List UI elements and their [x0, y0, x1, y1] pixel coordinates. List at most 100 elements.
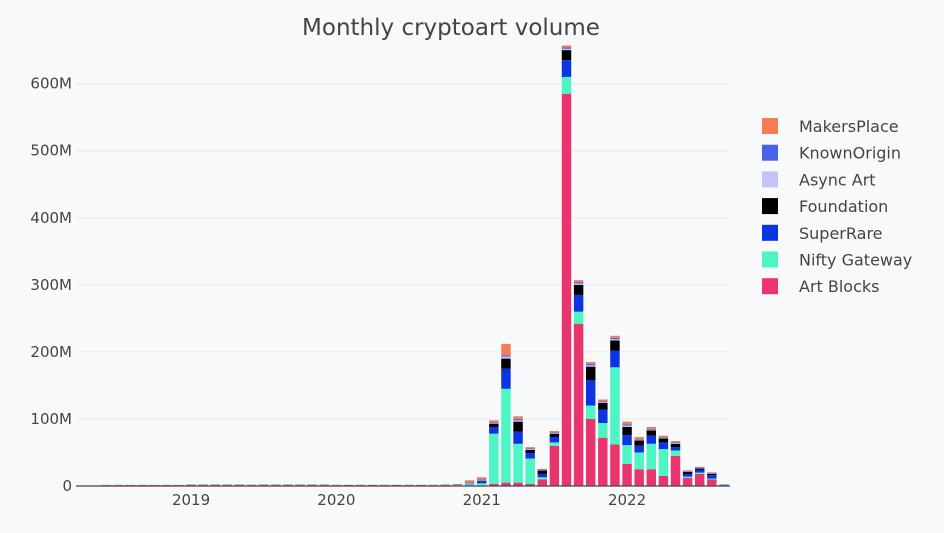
bar-segment[interactable] — [392, 484, 402, 486]
bar-segment[interactable] — [271, 484, 281, 485]
bar-segment[interactable] — [573, 280, 584, 283]
bar-segment[interactable] — [537, 469, 548, 471]
bar-segment[interactable] — [464, 482, 475, 483]
bar-segment[interactable] — [319, 484, 330, 485]
bar-segment[interactable] — [222, 484, 233, 485]
bar-segment[interactable] — [610, 339, 620, 341]
bar-segment[interactable] — [549, 442, 560, 446]
legend-item[interactable]: Async Art — [762, 170, 876, 189]
bar-segment[interactable] — [501, 482, 511, 486]
bar-segment[interactable] — [440, 485, 451, 486]
bar-segment[interactable] — [561, 93, 572, 487]
bar-segment[interactable] — [646, 426, 657, 429]
bar-segment[interactable] — [694, 466, 705, 468]
bar-segment[interactable] — [513, 431, 523, 444]
bar-segment[interactable] — [416, 484, 426, 486]
series-nifty-gateway[interactable] — [464, 76, 717, 486]
bar-segment[interactable] — [658, 442, 669, 450]
bar-segment[interactable] — [707, 479, 717, 486]
bar-segment[interactable] — [476, 483, 487, 486]
bar-segment[interactable] — [585, 418, 596, 486]
bar-segment[interactable] — [585, 363, 596, 366]
bar-segment[interactable] — [622, 424, 632, 426]
bar-segment[interactable] — [610, 337, 620, 340]
bar-segment[interactable] — [367, 485, 378, 486]
bar-segment[interactable] — [549, 445, 560, 486]
bar-segment[interactable] — [549, 431, 560, 433]
series-foundation[interactable] — [476, 50, 717, 482]
bar-segment[interactable] — [343, 484, 354, 486]
bar-segment[interactable] — [416, 485, 426, 486]
bar-segment[interactable] — [283, 484, 293, 485]
bar-segment[interactable] — [489, 426, 499, 434]
bar-segment[interactable] — [585, 405, 596, 419]
bar-segment[interactable] — [428, 484, 439, 486]
bar-segment[interactable] — [682, 473, 693, 477]
bar-segment[interactable] — [634, 452, 644, 470]
bar-segment[interactable] — [573, 294, 584, 312]
bar-segment[interactable] — [125, 484, 136, 486]
bar-segment[interactable] — [585, 361, 596, 364]
bar-segment[interactable] — [719, 484, 729, 486]
bar-segment[interactable] — [355, 485, 366, 486]
bar-segment[interactable] — [598, 437, 608, 486]
bar-segment[interactable] — [525, 458, 535, 484]
bar-segment[interactable] — [694, 473, 705, 486]
legend-item[interactable]: Art Blocks — [762, 277, 880, 296]
bar-segment[interactable] — [658, 437, 669, 438]
bar-segment[interactable] — [525, 448, 535, 450]
bar-segment[interactable] — [622, 435, 632, 446]
bar-segment[interactable] — [210, 484, 221, 485]
bar-segment[interactable] — [489, 433, 499, 484]
bar-segment[interactable] — [610, 335, 620, 338]
bar-segment[interactable] — [513, 482, 523, 486]
bar-segment[interactable] — [525, 453, 535, 459]
bar-segment[interactable] — [670, 447, 681, 451]
bar-segment[interactable] — [331, 485, 342, 486]
bar-segment[interactable] — [489, 420, 499, 423]
bar-segment[interactable] — [489, 423, 499, 427]
bar-segment[interactable] — [307, 484, 317, 486]
bar-segment[interactable] — [622, 426, 632, 436]
bar-segment[interactable] — [670, 450, 681, 456]
bar-segment[interactable] — [464, 483, 475, 485]
bar-segment[interactable] — [634, 445, 644, 453]
bar-segment[interactable] — [646, 443, 657, 470]
bar-segment[interactable] — [501, 343, 511, 356]
bar-segment[interactable] — [622, 463, 632, 486]
bar-segment[interactable] — [561, 60, 572, 77]
bar-segment[interactable] — [585, 365, 596, 367]
bar-segment[interactable] — [513, 421, 523, 432]
bar-segment[interactable] — [440, 484, 451, 485]
bar-segment[interactable] — [271, 484, 281, 486]
bar-segment[interactable] — [658, 435, 669, 438]
bar-segment[interactable] — [355, 484, 366, 486]
bar-segment[interactable] — [707, 475, 717, 479]
bar-segment[interactable] — [610, 444, 620, 486]
bar-segment[interactable] — [186, 484, 196, 486]
bar-segment[interactable] — [646, 429, 657, 430]
bar-segment[interactable] — [561, 47, 572, 49]
bar-segment[interactable] — [452, 484, 463, 485]
bar-segment[interactable] — [634, 439, 644, 441]
bar-segment[interactable] — [513, 420, 523, 422]
bar-segment[interactable] — [658, 449, 669, 476]
bar-segment[interactable] — [198, 484, 208, 485]
bar-segment[interactable] — [476, 480, 487, 482]
bar-segment[interactable] — [295, 484, 305, 485]
bar-segment[interactable] — [707, 473, 717, 476]
bar-segment[interactable] — [222, 484, 233, 486]
bar-segment[interactable] — [537, 469, 548, 471]
bar-segment[interactable] — [513, 418, 523, 421]
bar-segment[interactable] — [331, 484, 342, 486]
bar-segment[interactable] — [598, 399, 608, 402]
bar-segment[interactable] — [561, 76, 572, 94]
bar-segment[interactable] — [392, 485, 402, 486]
bar-segment[interactable] — [561, 50, 572, 61]
bar-segment[interactable] — [537, 479, 548, 486]
bar-segment[interactable] — [634, 439, 644, 440]
bar-segment[interactable] — [561, 48, 572, 51]
bar-segment[interactable] — [658, 475, 669, 486]
bar-segment[interactable] — [585, 366, 596, 381]
bar-segment[interactable] — [682, 477, 693, 486]
